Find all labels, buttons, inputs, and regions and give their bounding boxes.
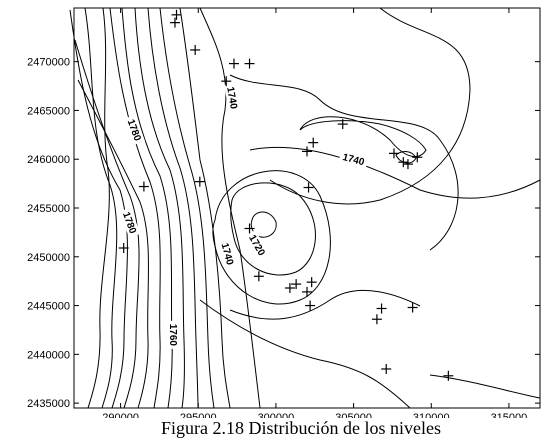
station-marker (291, 279, 302, 290)
y-tick-label: 2465000 (27, 105, 70, 117)
contour-line (179, 7, 231, 409)
station-marker (284, 283, 295, 293)
station-marker (190, 44, 201, 55)
contour-line (230, 182, 316, 276)
y-tick-label: 2435000 (27, 398, 70, 410)
contour-line (87, 7, 110, 409)
contour-line (249, 146, 541, 199)
station-marker (308, 137, 319, 148)
station-marker (221, 76, 232, 87)
y-tick-label: 2445000 (27, 301, 70, 313)
station-marker (303, 182, 314, 193)
y-tick-label: 2440000 (27, 349, 70, 361)
x-tick-label: 290000 (102, 412, 139, 418)
y-tick-label: 2450000 (27, 252, 70, 264)
contour-line (229, 74, 459, 251)
x-tick-label: 310000 (413, 412, 450, 418)
y-tick-label: 2470000 (27, 57, 70, 69)
x-tick-label: 300000 (258, 412, 295, 418)
contour-line (212, 170, 331, 305)
y-tick-label: 2455000 (27, 203, 70, 215)
figure-caption: Figura 2.18 Distribución de los niveles (161, 418, 441, 438)
station-marker (302, 146, 312, 157)
contour-label: 1740 (224, 86, 239, 110)
plot-frame (73, 7, 541, 409)
station-marker (118, 243, 129, 253)
station-marker (371, 314, 382, 325)
station-marker (171, 9, 182, 20)
station-marker (398, 157, 409, 168)
contour-label: 1740 (219, 242, 235, 267)
contour-line (147, 7, 199, 409)
contour-line (159, 7, 215, 409)
station-marker (407, 302, 418, 313)
station-marker (194, 176, 205, 187)
station-marker (388, 148, 399, 159)
station-marker (306, 277, 317, 288)
contour-line (109, 7, 161, 409)
contour-label: 1780 (125, 118, 143, 143)
station-marker (402, 159, 413, 170)
y-tick-label: 2460000 (27, 154, 70, 166)
contour-label: 1740 (341, 152, 366, 168)
x-tick-label: 315000 (491, 412, 528, 418)
station-marker (138, 181, 149, 192)
station-marker (381, 363, 392, 374)
contour-line (395, 151, 417, 164)
station-marker (169, 17, 180, 28)
station-marker (412, 152, 423, 163)
station-marker (302, 286, 312, 297)
station-marker (337, 119, 348, 130)
station-marker (305, 300, 316, 311)
contour-line (199, 7, 261, 409)
contour-line (299, 116, 427, 158)
station-marker (244, 223, 255, 234)
contour-line (84, 7, 118, 409)
station-marker (228, 58, 239, 69)
contour-line (229, 289, 421, 320)
contour-line (199, 299, 411, 409)
contour-line (269, 7, 471, 205)
contour-line (77, 79, 149, 409)
station-marker (443, 370, 454, 381)
station-marker (376, 303, 387, 314)
contour-line (121, 7, 173, 409)
x-tick-label: 305000 (335, 412, 372, 418)
contour-line (74, 39, 140, 409)
station-marker (244, 58, 255, 69)
contour-label: 1760 (167, 324, 178, 347)
contour-line (69, 9, 128, 409)
contour-line (134, 7, 185, 409)
contour-line (429, 374, 541, 399)
x-tick-label: 295000 (180, 412, 217, 418)
station-marker (253, 271, 264, 282)
